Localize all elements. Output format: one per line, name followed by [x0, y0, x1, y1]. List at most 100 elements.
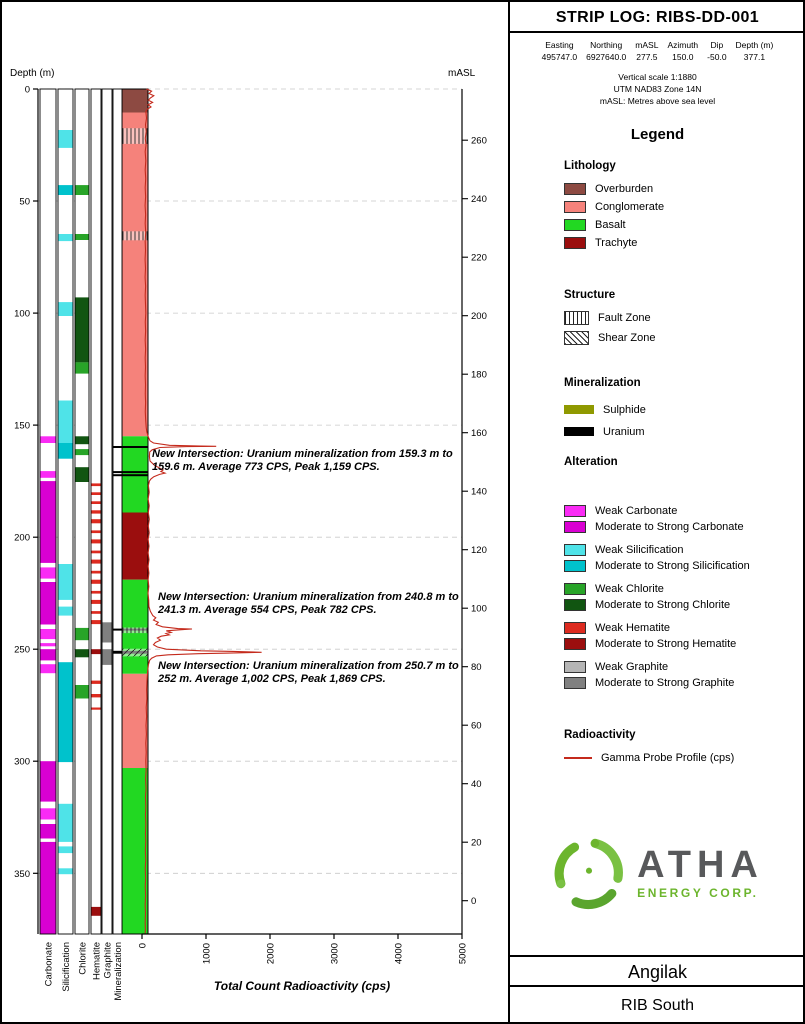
uranium-interval	[113, 471, 122, 474]
masl-tick-label: 100	[471, 604, 487, 615]
info-panel: STRIP LOG: RIBS-DD-001 Easting 495747.0 N…	[508, 2, 803, 1022]
uranium-interval	[113, 628, 122, 631]
hematite-interval	[91, 492, 101, 495]
atha-logo-mark	[554, 838, 624, 910]
legend-label: Moderate to Strong Hematite	[595, 637, 737, 650]
cps-tick-label: 2000	[266, 943, 277, 964]
hematite-interval	[91, 707, 101, 710]
column-label-hematite: Hematite	[92, 942, 103, 980]
sulphide-swatch	[564, 405, 594, 414]
legend-item-trachyte: Trachyte	[564, 236, 799, 249]
lithology-conglomerate	[122, 673, 148, 768]
carbonate-interval	[40, 649, 56, 661]
legend-label: Weak Hematite	[595, 621, 670, 634]
lithology-section-title: Lithology	[564, 160, 616, 172]
radioactivity-section-title: Radioactivity	[564, 729, 636, 741]
column-label-carbonate: Carbonate	[44, 942, 55, 986]
carbonate-column-outline	[39, 88, 57, 935]
uranium-interval-line	[122, 471, 148, 474]
weak-hematite-swatch	[564, 621, 586, 634]
lithology-trachyte	[122, 512, 148, 580]
panel-footer: Angilak RIB South	[510, 955, 803, 1022]
fault-zone-swatch	[564, 311, 589, 325]
atha-logo: ATHA ENERGY CORP.	[510, 835, 803, 911]
cps-tick-label: 0	[138, 943, 149, 948]
silicification-interval	[58, 302, 73, 316]
basalt-swatch	[564, 218, 586, 231]
legend-section-radioactivity: Radioactivity Gamma Probe Profile (cps)	[564, 729, 799, 764]
hematite-interval	[91, 519, 101, 524]
legend-label: Uranium	[603, 425, 645, 438]
carbonate-interval	[40, 567, 56, 579]
alteration-group-graphite: Weak Graphite Moderate to Strong Graphit…	[564, 660, 799, 689]
strong-hematite-swatch	[564, 637, 586, 650]
lithology-basalt	[122, 768, 148, 934]
silicification-interval	[58, 846, 73, 854]
legend-section-lithology: Lithology Overburden Conglomerate Basalt…	[564, 160, 799, 249]
depth-tick-label: 50	[19, 197, 30, 208]
alteration-group-chlorite: Weak Chlorite Moderate to Strong Chlorit…	[564, 582, 799, 611]
depth-axis-title: Depth (m)	[10, 68, 54, 79]
weak-carbonate-swatch	[564, 504, 586, 517]
strong-carbonate-swatch	[564, 520, 586, 533]
shear-zone-swatch	[564, 331, 589, 345]
masl-tick-label: 0	[471, 896, 476, 907]
masl-tick-label: 240	[471, 194, 487, 205]
header-notes: Vertical scale 1:1880 UTM NAD83 Zone 14N…	[510, 72, 803, 108]
masl-axis-title: mASL	[448, 68, 476, 79]
legend-label: Moderate to Strong Chlorite	[595, 598, 731, 611]
cps-tick-label: 1000	[202, 943, 213, 964]
legend-item-basalt: Basalt	[564, 218, 799, 231]
legend-label: Weak Silicification	[595, 543, 684, 556]
depth-tick-label: 250	[14, 645, 30, 656]
chlorite-interval	[75, 297, 89, 363]
legend-label: Fault Zone	[598, 312, 651, 324]
carbonate-interval	[40, 808, 56, 820]
uranium-swatch	[564, 427, 594, 436]
carbonate-interval	[40, 824, 56, 839]
alteration-section-title: Alteration	[564, 456, 618, 468]
chlorite-interval	[75, 436, 89, 445]
depth-tick-label: 150	[14, 421, 30, 432]
hematite-interval	[91, 694, 101, 698]
chlorite-interval	[75, 185, 89, 195]
hematite-interval	[91, 649, 101, 655]
alteration-group-hematite: Weak Hematite Moderate to Strong Hematit…	[564, 621, 799, 650]
legend-section-mineralization: Mineralization Sulphide Uranium	[564, 377, 799, 438]
gamma-profile-line	[144, 88, 262, 935]
hematite-interval	[91, 559, 101, 564]
collar-field-azimuth: Azimuth 150.0	[667, 40, 699, 63]
carbonate-interval	[40, 841, 56, 934]
silicification-interval	[58, 185, 73, 195]
chlorite-interval	[75, 685, 89, 699]
collar-table: Easting 495747.0 Northing 6927640.0 mASL 27…	[510, 39, 803, 64]
legend-label: Shear Zone	[598, 332, 656, 344]
atha-logo-subname: ENERGY CORP.	[637, 886, 759, 900]
masl-tick-label: 200	[471, 311, 487, 322]
carbonate-interval	[40, 582, 56, 625]
chlorite-interval	[75, 627, 89, 641]
gamma-line-swatch	[564, 756, 592, 759]
legend-item-fault-zone: Fault Zone	[564, 311, 799, 325]
cps-tick-label: 5000	[458, 943, 469, 964]
graphite-interval	[102, 649, 112, 665]
mineralization-column-outline	[112, 88, 123, 935]
alteration-group-carbonate: Weak Carbonate Moderate to Strong Carbon…	[564, 504, 799, 533]
hematite-interval	[91, 599, 101, 604]
silicification-interval	[58, 868, 73, 875]
carbonate-interval	[40, 664, 56, 674]
hematite-interval	[91, 550, 101, 554]
structure-fault-zone	[122, 627, 148, 634]
hematite-column-outline	[90, 88, 102, 935]
chlorite-interval	[75, 234, 89, 240]
legend-label: Weak Carbonate	[595, 504, 678, 517]
legend-label: Overburden	[595, 182, 654, 195]
depth-tick-label: 200	[14, 533, 30, 544]
overburden-swatch	[564, 182, 586, 195]
depth-tick-label: 300	[14, 757, 30, 768]
annotation-intersection-2: New Intersection: Uranium mineralization…	[158, 591, 459, 617]
legend-title: Legend	[630, 126, 685, 143]
hematite-interval	[91, 570, 101, 574]
